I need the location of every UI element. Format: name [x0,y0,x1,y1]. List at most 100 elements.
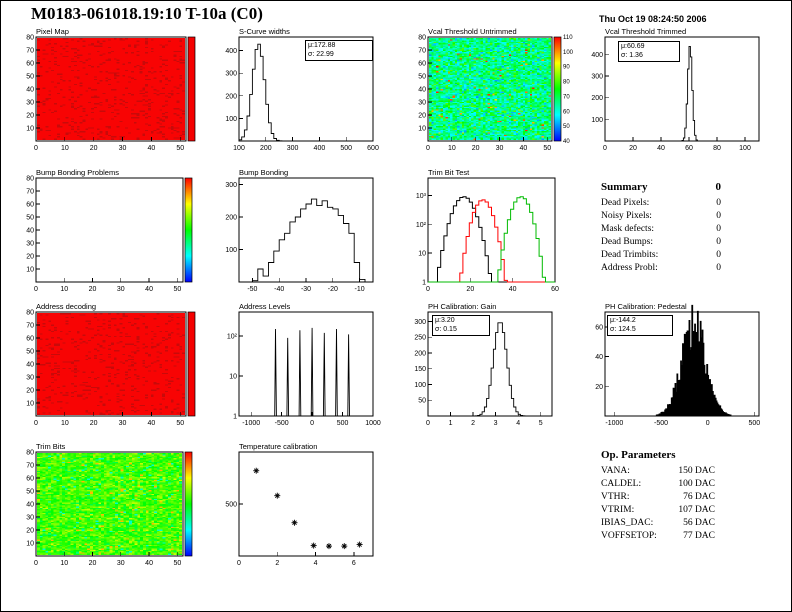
svg-text:30: 30 [496,145,504,152]
svg-text:4: 4 [314,560,318,567]
svg-text:150: 150 [414,366,426,373]
svg-text:-30: -30 [301,286,311,293]
svg-text:0: 0 [34,420,38,427]
svg-text:20: 20 [90,420,98,427]
op-parameters-title-row: Op. Parameters [601,449,715,461]
row-label: Dead Pixels: [601,198,650,208]
stat-sigma: σ: 1.36 [621,51,643,59]
summary-title: Summary [601,181,648,193]
svg-text:50: 50 [543,145,551,152]
summary-block: Summary 0 Dead Pixels: 0 Noisy Pixels: 0… [601,181,721,275]
pixel-map-heatmap [37,38,185,140]
svg-text:20: 20 [466,286,474,293]
svg-text:400: 400 [225,48,237,55]
svg-text:30: 30 [26,241,34,248]
svg-text:80: 80 [26,310,34,317]
svg-text:40: 40 [26,228,34,235]
svg-text:3: 3 [494,420,498,427]
svg-text:60: 60 [26,476,34,483]
svg-text:100: 100 [225,247,237,254]
svg-text:100: 100 [225,116,237,123]
svg-text:0: 0 [706,420,710,427]
svg-text:60: 60 [26,336,34,343]
svg-text:0: 0 [426,420,430,427]
summary-row-dead-bumps: Dead Bumps: 0 [601,236,721,249]
svg-text:-40: -40 [274,286,284,293]
svg-text:80: 80 [713,145,721,152]
svg-text:10: 10 [60,286,68,293]
svg-text:200: 200 [225,215,237,222]
row-label: VTHR: [601,492,630,502]
svg-text:50: 50 [563,124,570,130]
svg-text:20: 20 [472,145,480,152]
svg-text:70: 70 [26,463,34,470]
svg-text:10²: 10² [227,334,238,341]
svg-text:40: 40 [519,145,527,152]
svg-text:100: 100 [591,117,603,124]
svg-text:40: 40 [595,354,603,361]
svg-text:-10: -10 [355,286,365,293]
svg-text:80: 80 [26,450,34,457]
svg-text:30: 30 [117,286,125,293]
plot-title-address-decoding: Address decoding [36,302,97,311]
svg-text:50: 50 [26,489,34,496]
plot-title-trim-bit-test: Trim Bit Test [428,168,470,177]
svg-text:10: 10 [418,126,426,133]
plot-title-ph-pedestal: PH Calibration: Pedestal [605,302,687,311]
svg-text:300: 300 [225,71,237,78]
svg-text:60: 60 [563,109,570,115]
svg-text:10: 10 [26,267,34,274]
svg-text:0: 0 [34,560,38,567]
svg-text:70: 70 [26,189,34,196]
row-value: 0 [716,250,721,260]
svg-text:0: 0 [426,145,430,152]
vcal-threshold-untrimmed-heatmap [429,38,551,140]
svg-text:60: 60 [551,286,559,293]
svg-text:10³: 10³ [416,193,427,200]
op-row-vthr: VTHR: 76 DAC [601,491,715,504]
row-value: 107 DAC [678,505,715,515]
svg-text:70: 70 [418,48,426,55]
page-title: M0183-061018.19:10 T-10a (C0) [31,4,263,23]
svg-text:2: 2 [275,560,279,567]
svg-text:30: 30 [119,420,127,427]
svg-text:300: 300 [591,74,603,81]
row-value: 100 DAC [678,479,715,489]
stats-box-vcal-trimmed: μ:60.69 σ: 1.36 [618,41,680,62]
svg-text:100: 100 [233,145,245,152]
plot-title-vcal-trimmed: Vcal Threshold Trimmed [605,27,687,36]
svg-text:60: 60 [418,61,426,68]
row-label: Mask defects: [601,224,655,234]
svg-text:10: 10 [61,420,69,427]
svg-text:30: 30 [26,515,34,522]
row-value: 76 DAC [683,492,715,502]
svg-text:10: 10 [61,145,69,152]
svg-text:10: 10 [26,401,34,408]
plot-title-address-levels: Address Levels [239,302,291,311]
plot-title-bump-bonding: Bump Bonding [239,168,289,177]
svg-text:0: 0 [603,145,607,152]
svg-text:60: 60 [595,324,603,331]
row-value: 56 DAC [683,518,715,528]
svg-text:0: 0 [237,560,241,567]
stat-sigma: σ: 22.99 [308,50,334,58]
svg-text:5: 5 [539,420,543,427]
plot-title-trim-bits: Trim Bits [36,442,66,451]
stat-mu: μ:-144.2 [610,317,636,324]
row-value: 77 DAC [683,531,715,541]
svg-text:10: 10 [26,541,34,548]
svg-text:50: 50 [26,215,34,222]
svg-text:-20: -20 [328,286,338,293]
stat-mu: μ:172.88 [308,42,336,49]
svg-text:-50: -50 [247,286,257,293]
svg-text:0: 0 [34,145,38,152]
svg-text:40: 40 [26,87,34,94]
svg-text:20: 20 [89,560,97,567]
svg-text:1: 1 [233,414,237,421]
svg-text:30: 30 [26,375,34,382]
svg-text:20: 20 [418,113,426,120]
svg-text:500: 500 [337,420,349,427]
svg-text:80: 80 [563,80,570,86]
